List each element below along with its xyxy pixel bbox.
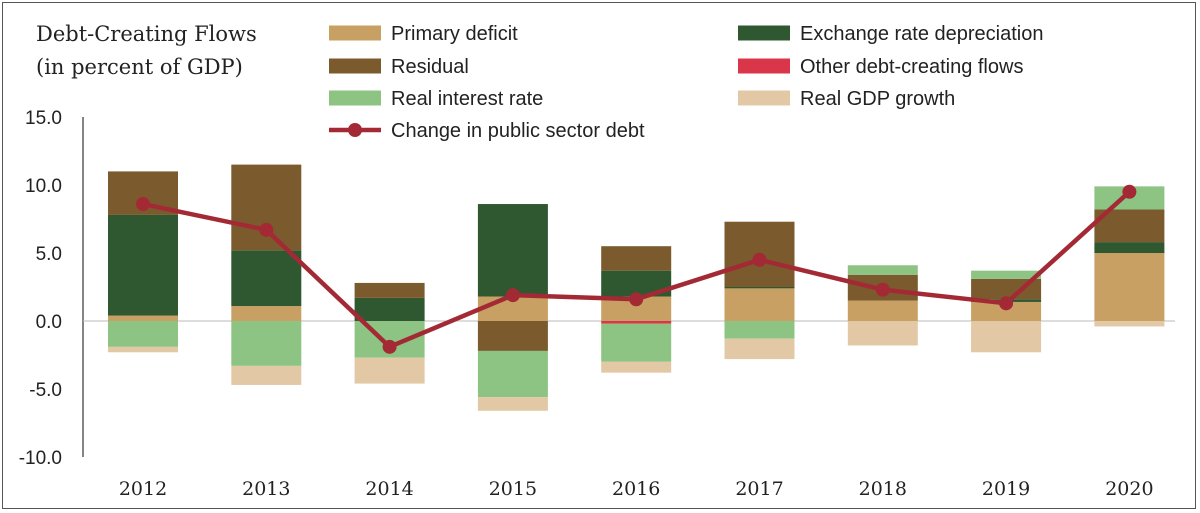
- x-tick-label: 2014: [365, 478, 413, 500]
- x-tick-label: 2017: [735, 478, 783, 500]
- bar-exchange-rate-depreciation-2017: [724, 287, 795, 289]
- axes: 15.0 10.0 5.0 0.0 -5.0 -10.0 2012 2013 2014 2015 2…: [19, 108, 1175, 500]
- bar-real-gdp-growth-2015: [477, 397, 548, 411]
- x-tick-label: 2018: [859, 478, 907, 500]
- line-point-2020: [1122, 184, 1137, 199]
- bar-real-interest-rate-2013: [231, 321, 302, 366]
- bar-primary-deficit-2013: [231, 306, 302, 321]
- bar-primary-deficit-2020: [1094, 253, 1165, 321]
- bar-residual-2013: [231, 164, 302, 251]
- y-tick-label: 5.0: [36, 244, 62, 265]
- bar-residual-2019: [971, 278, 1042, 300]
- bar-real-gdp-growth-2019: [971, 321, 1042, 353]
- legend-swatch-residual: [329, 58, 381, 74]
- y-tick-label: 10.0: [25, 176, 62, 197]
- bar-residual-2014: [354, 282, 425, 298]
- y-tick-label: 15.0: [25, 108, 62, 129]
- line-point-2018: [875, 282, 890, 297]
- bar-real-gdp-growth-2017: [724, 338, 795, 360]
- bar-real-interest-rate-2016: [601, 323, 672, 362]
- bar-real-gdp-growth-2012: [108, 346, 178, 353]
- bar-primary-deficit-2019: [971, 301, 1042, 321]
- y-tick-label: 0.0: [36, 312, 62, 333]
- x-tick-label: 2020: [1105, 478, 1153, 500]
- bar-primary-deficit-2018: [847, 300, 918, 321]
- legend-marker-line: [348, 123, 362, 137]
- bar-residual-2016: [601, 246, 672, 271]
- bar-exchange-rate-depreciation-2020: [1094, 242, 1165, 253]
- bar-other-debt-creating-flows-2016: [601, 321, 672, 324]
- bar-residual-2015: [477, 321, 548, 351]
- bar-real-interest-rate-2017: [724, 321, 795, 339]
- bar-real-gdp-growth-2014: [354, 357, 425, 384]
- x-tick-label: 2013: [242, 478, 290, 500]
- legend-swatch-real-gdp-growth: [738, 90, 790, 106]
- bars: [108, 164, 1165, 411]
- bar-real-interest-rate-2019: [971, 270, 1042, 279]
- chart-subtitle: (in percent of GDP): [36, 55, 243, 79]
- legend-label-residual: Residual: [391, 56, 469, 78]
- legend-swatch-primary-deficit: [329, 25, 381, 41]
- line-point-2017: [752, 252, 767, 267]
- legend-label-other-debt-creating-flows: Other debt-creating flows: [800, 56, 1023, 78]
- line-point-2019: [999, 296, 1014, 311]
- bar-real-gdp-growth-2018: [847, 321, 918, 346]
- legend-label-exchange-rate-depreciation: Exchange rate depreciation: [800, 23, 1044, 45]
- bar-real-gdp-growth-2013: [231, 365, 302, 385]
- line-point-2013: [259, 222, 274, 237]
- x-tick-label: 2012: [119, 478, 167, 500]
- legend-label-real-interest-rate: Real interest rate: [391, 88, 543, 110]
- legend-label-real-gdp-growth: Real GDP growth: [800, 88, 955, 110]
- legend-label-primary-deficit: Primary deficit: [391, 23, 518, 45]
- line-point-2016: [629, 292, 644, 307]
- legend: Primary deficit Exchange rate depreciatio…: [329, 23, 1044, 142]
- legend-swatch-exchange-rate-depreciation: [738, 25, 790, 41]
- x-tick-label: 2015: [489, 478, 537, 500]
- legend-label-change-in-public-sector-debt: Change in public sector debt: [391, 120, 645, 142]
- line-point-2015: [505, 288, 520, 303]
- bar-exchange-rate-depreciation-2015: [477, 204, 548, 297]
- y-tick-label: -10.0: [19, 448, 62, 469]
- bar-real-gdp-growth-2016: [601, 361, 672, 373]
- bar-exchange-rate-depreciation-2013: [231, 250, 302, 307]
- line-point-2014: [382, 339, 397, 354]
- bar-real-interest-rate-2015: [477, 350, 548, 398]
- bar-primary-deficit-2017: [724, 288, 795, 321]
- x-tick-label: 2019: [982, 478, 1030, 500]
- bar-exchange-rate-depreciation-2012: [108, 214, 178, 316]
- line-point-2012: [136, 197, 150, 212]
- bar-real-interest-rate-2018: [847, 265, 918, 275]
- bar-real-gdp-growth-2020: [1094, 321, 1165, 327]
- chart-title: Debt-Creating Flows: [36, 22, 257, 46]
- bar-exchange-rate-depreciation-2014: [354, 297, 425, 321]
- x-tick-label: 2016: [612, 478, 660, 500]
- legend-swatch-other-debt-creating-flows: [738, 58, 790, 74]
- y-tick-label: -5.0: [29, 380, 62, 401]
- line-series: [136, 184, 1137, 354]
- legend-swatch-real-interest-rate: [329, 90, 381, 106]
- bar-real-interest-rate-2012: [108, 321, 178, 347]
- bar-primary-deficit-2012: [108, 315, 178, 321]
